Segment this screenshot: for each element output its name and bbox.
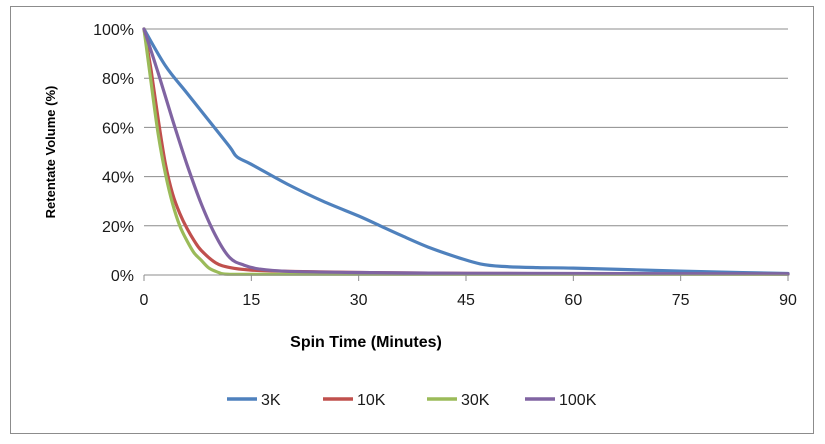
x-tick-label: 60 (564, 292, 582, 309)
legend-label-100k: 100K (559, 392, 597, 409)
x-tick-label: 15 (242, 292, 260, 309)
line-chart: 0% 20% 40% 60% 80% 100% 0 15 30 45 60 75 90 Spin Tim… (43, 22, 797, 409)
x-tick-label: 45 (457, 292, 475, 309)
chart-area: 0% 20% 40% 60% 80% 100% 0 15 30 45 60 75 90 Spin Tim… (10, 6, 814, 434)
y-axis-title: Retentate Volume (%) (43, 86, 58, 219)
x-tick-label: 90 (779, 292, 797, 309)
legend-label-30k: 30K (461, 392, 490, 409)
y-tick-label: 60% (102, 120, 134, 137)
axes: 0% 20% 40% 60% 80% 100% 0 15 30 45 60 75 90 (93, 22, 797, 309)
legend-label-10k: 10K (357, 392, 386, 409)
legend: 3K 10K 30K 100K (227, 392, 597, 409)
series-line-100k (142, 27, 790, 276)
series-line-10k (142, 27, 790, 276)
x-axis-title: Spin Time (Minutes) (290, 334, 442, 351)
x-tick-label: 30 (350, 292, 368, 309)
series-line-3k (142, 27, 790, 276)
series-line-30k (142, 27, 790, 276)
y-tick-label: 20% (102, 219, 134, 236)
series-lines (142, 27, 790, 276)
x-tick-label: 0 (140, 292, 149, 309)
gridlines (144, 28, 788, 227)
y-tick-label: 40% (102, 170, 134, 187)
y-tick-label: 0% (111, 268, 134, 285)
y-tick-label: 80% (102, 71, 134, 88)
x-tick-label: 75 (672, 292, 690, 309)
y-tick-label: 100% (93, 22, 134, 39)
legend-label-3k: 3K (261, 392, 281, 409)
